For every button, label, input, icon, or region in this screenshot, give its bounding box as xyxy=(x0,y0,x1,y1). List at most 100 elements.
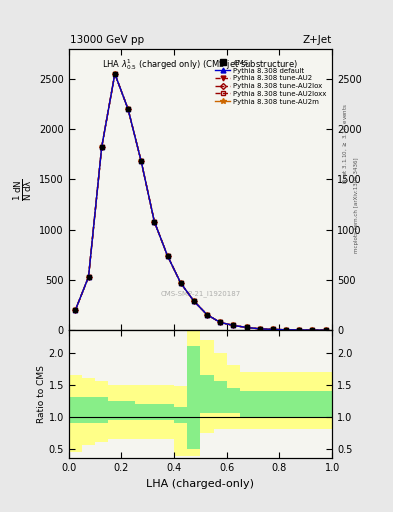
Pythia 8.308 tune-AU2m xyxy=(126,106,130,112)
Pythia 8.308 tune-AU2m xyxy=(297,327,301,333)
Pythia 8.308 tune-AU2lox xyxy=(231,323,236,329)
Pythia 8.308 default xyxy=(205,312,209,318)
Pythia 8.308 tune-AU2 xyxy=(165,253,170,259)
Pythia 8.308 tune-AU2loxx xyxy=(152,219,157,225)
Pythia 8.308 tune-AU2lox xyxy=(310,327,315,333)
Pythia 8.308 tune-AU2lox xyxy=(297,327,301,333)
Pythia 8.308 tune-AU2 xyxy=(178,280,183,286)
Pythia 8.308 default xyxy=(126,106,130,112)
CMS xyxy=(139,158,143,164)
Pythia 8.308 tune-AU2loxx xyxy=(310,327,315,333)
Pythia 8.308 default xyxy=(270,326,275,332)
Pythia 8.308 tune-AU2 xyxy=(218,319,222,326)
Pythia 8.308 default xyxy=(99,144,104,151)
Pythia 8.308 tune-AU2m xyxy=(284,327,288,333)
Pythia 8.308 default xyxy=(297,327,301,333)
Pythia 8.308 default xyxy=(152,219,157,225)
Pythia 8.308 tune-AU2loxx xyxy=(323,327,328,333)
Pythia 8.308 tune-AU2lox xyxy=(86,274,91,280)
Text: CMS-SMP-21_I1920187: CMS-SMP-21_I1920187 xyxy=(160,290,241,297)
Pythia 8.308 tune-AU2 xyxy=(99,144,104,151)
Text: Rivet 3.1.10, $\geq$ 3.1M events: Rivet 3.1.10, $\geq$ 3.1M events xyxy=(342,103,349,184)
Pythia 8.308 tune-AU2lox xyxy=(323,327,328,333)
Pythia 8.308 default xyxy=(323,327,328,333)
Text: LHA $\lambda^{1}_{0.5}$ (charged only) (CMS jet substructure): LHA $\lambda^{1}_{0.5}$ (charged only) (… xyxy=(103,57,298,72)
Text: 13000 GeV pp: 13000 GeV pp xyxy=(70,35,144,45)
Line: Pythia 8.308 tune-AU2: Pythia 8.308 tune-AU2 xyxy=(73,71,328,333)
Pythia 8.308 tune-AU2lox xyxy=(139,158,143,164)
Line: Pythia 8.308 tune-AU2m: Pythia 8.308 tune-AU2m xyxy=(73,71,328,333)
Line: Pythia 8.308 default: Pythia 8.308 default xyxy=(73,71,328,333)
Pythia 8.308 tune-AU2lox xyxy=(99,144,104,151)
Pythia 8.308 tune-AU2 xyxy=(139,158,143,164)
Pythia 8.308 tune-AU2loxx xyxy=(218,319,222,326)
Pythia 8.308 tune-AU2m xyxy=(270,326,275,332)
Pythia 8.308 tune-AU2m xyxy=(244,325,249,331)
Pythia 8.308 tune-AU2 xyxy=(257,326,262,332)
Y-axis label: $\frac{1}{\rm N}\frac{{\rm d}N}{{\rm d}\lambda}$: $\frac{1}{\rm N}\frac{{\rm d}N}{{\rm d}\… xyxy=(12,178,34,201)
Pythia 8.308 tune-AU2m xyxy=(73,307,78,313)
Pythia 8.308 tune-AU2m xyxy=(99,144,104,151)
Pythia 8.308 tune-AU2loxx xyxy=(270,326,275,332)
CMS xyxy=(112,71,117,77)
Pythia 8.308 tune-AU2m xyxy=(205,312,209,318)
CMS xyxy=(231,323,236,329)
Pythia 8.308 tune-AU2m xyxy=(165,253,170,259)
Pythia 8.308 tune-AU2m xyxy=(152,219,157,225)
Pythia 8.308 tune-AU2loxx xyxy=(112,71,117,77)
Text: mcplots.cern.ch [arXiv:1306.3436]: mcplots.cern.ch [arXiv:1306.3436] xyxy=(354,157,359,252)
Pythia 8.308 tune-AU2m xyxy=(191,298,196,304)
Pythia 8.308 tune-AU2loxx xyxy=(244,325,249,331)
Pythia 8.308 tune-AU2m xyxy=(86,274,91,280)
CMS xyxy=(284,327,288,333)
Pythia 8.308 tune-AU2m xyxy=(310,327,315,333)
Pythia 8.308 tune-AU2loxx xyxy=(99,144,104,151)
Pythia 8.308 tune-AU2loxx xyxy=(284,327,288,333)
CMS xyxy=(205,312,209,318)
Pythia 8.308 tune-AU2loxx xyxy=(297,327,301,333)
Pythia 8.308 tune-AU2lox xyxy=(244,325,249,331)
Pythia 8.308 tune-AU2 xyxy=(284,327,288,333)
CMS xyxy=(126,106,130,112)
Pythia 8.308 tune-AU2lox xyxy=(165,253,170,259)
CMS xyxy=(323,327,328,333)
Legend: CMS, Pythia 8.308 default, Pythia 8.308 tune-AU2, Pythia 8.308 tune-AU2lox, Pyth: CMS, Pythia 8.308 default, Pythia 8.308 … xyxy=(213,58,329,106)
Pythia 8.308 tune-AU2loxx xyxy=(178,280,183,286)
CMS xyxy=(270,326,275,332)
Y-axis label: Ratio to CMS: Ratio to CMS xyxy=(37,365,46,423)
Pythia 8.308 tune-AU2 xyxy=(152,219,157,225)
Pythia 8.308 default xyxy=(191,298,196,304)
CMS xyxy=(297,327,301,333)
Pythia 8.308 default xyxy=(86,274,91,280)
Pythia 8.308 tune-AU2 xyxy=(112,71,117,77)
CMS xyxy=(178,280,183,286)
CMS xyxy=(191,298,196,304)
Pythia 8.308 tune-AU2lox xyxy=(205,312,209,318)
Pythia 8.308 tune-AU2 xyxy=(323,327,328,333)
Pythia 8.308 tune-AU2loxx xyxy=(191,298,196,304)
Pythia 8.308 default xyxy=(73,307,78,313)
Pythia 8.308 tune-AU2lox xyxy=(178,280,183,286)
Pythia 8.308 tune-AU2lox xyxy=(270,326,275,332)
Text: Z+Jet: Z+Jet xyxy=(302,35,331,45)
Pythia 8.308 tune-AU2m xyxy=(139,158,143,164)
Pythia 8.308 tune-AU2 xyxy=(297,327,301,333)
Pythia 8.308 tune-AU2 xyxy=(73,307,78,313)
Pythia 8.308 default xyxy=(178,280,183,286)
Pythia 8.308 tune-AU2 xyxy=(191,298,196,304)
Pythia 8.308 tune-AU2 xyxy=(86,274,91,280)
Line: Pythia 8.308 tune-AU2lox: Pythia 8.308 tune-AU2lox xyxy=(73,72,328,332)
CMS xyxy=(73,307,78,313)
Pythia 8.308 tune-AU2lox xyxy=(112,71,117,77)
Pythia 8.308 default xyxy=(139,158,143,164)
Pythia 8.308 default xyxy=(165,253,170,259)
CMS xyxy=(86,274,91,280)
Pythia 8.308 tune-AU2lox xyxy=(284,327,288,333)
Pythia 8.308 tune-AU2loxx xyxy=(86,274,91,280)
Pythia 8.308 tune-AU2m xyxy=(323,327,328,333)
Pythia 8.308 tune-AU2m xyxy=(257,326,262,332)
Pythia 8.308 default xyxy=(231,323,236,329)
Line: CMS: CMS xyxy=(73,71,328,333)
CMS xyxy=(218,319,222,326)
CMS xyxy=(152,219,157,225)
